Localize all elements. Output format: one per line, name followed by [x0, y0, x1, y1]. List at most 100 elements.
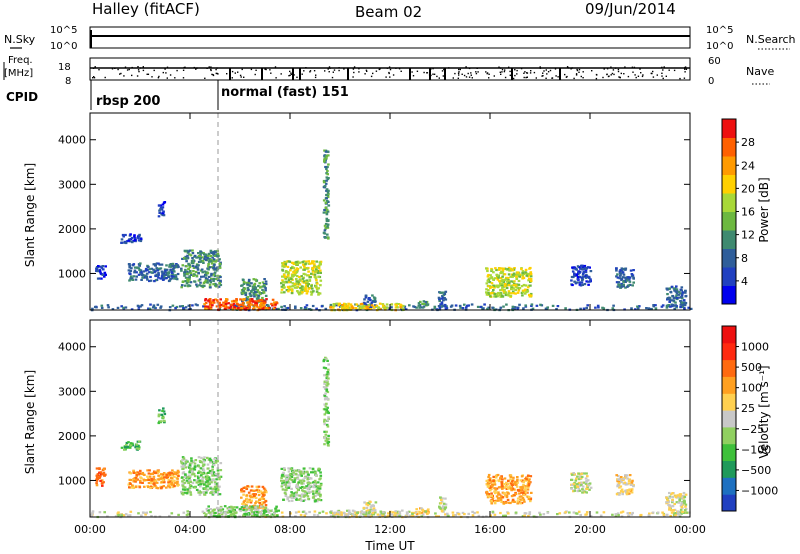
nave-dot: [182, 77, 185, 79]
nave-dot: [620, 72, 622, 75]
vel-cell: [199, 491, 203, 494]
power-cell: [209, 305, 212, 308]
vel-cell: [252, 489, 256, 492]
power-cell: [528, 277, 531, 280]
vel-cell: [139, 469, 142, 472]
power-cell: [515, 277, 519, 280]
power-cell: [171, 273, 175, 276]
nave-dot: [305, 67, 307, 69]
power-cell: [299, 307, 303, 310]
vel-cell: [193, 468, 197, 471]
date-title: 09/Jun/2014: [585, 0, 676, 18]
power-cell: [162, 210, 165, 213]
power-cell: [310, 285, 313, 288]
vel-cell: [516, 500, 520, 503]
power-cell: [152, 268, 155, 271]
power-cell: [283, 265, 286, 268]
vel-cell: [205, 491, 208, 494]
power-cell: [581, 267, 584, 270]
nave-dot: [633, 66, 636, 69]
vel-cell: [287, 486, 291, 489]
power-cell: [364, 302, 367, 305]
vel-cell: [189, 493, 193, 496]
power-cell: [675, 306, 678, 309]
vel-cell: [180, 462, 184, 465]
vel-cell: [325, 410, 328, 414]
vel-cell: [280, 474, 284, 477]
nave-dot: [392, 74, 395, 76]
nave-dot: [614, 67, 617, 69]
power-cell: [670, 299, 674, 302]
vel-cell: [311, 490, 315, 493]
vel-cell: [270, 513, 273, 516]
power-cell: [374, 300, 377, 303]
vel-cell: [299, 486, 302, 489]
cpid-segment-1: rbsp 200: [96, 94, 160, 109]
power-cell: [162, 214, 166, 217]
vel-cell: [558, 512, 562, 515]
power-cell: [370, 301, 374, 304]
vel-cell: [150, 477, 153, 480]
vel-cell: [485, 479, 489, 482]
power-cell: [154, 279, 158, 282]
vel-cell: [123, 446, 127, 449]
vel-cell: [217, 513, 221, 516]
power-cell: [555, 308, 558, 311]
power-cell: [214, 298, 217, 301]
nave-dot: [595, 77, 598, 80]
vel-cell: [198, 479, 202, 482]
power-cell: [107, 306, 110, 309]
vel-cell: [304, 490, 307, 493]
nave-dot: [327, 68, 329, 70]
power-cell: [261, 301, 265, 304]
power-cell: [263, 301, 266, 304]
vel-cell: [648, 512, 651, 515]
power-cell: [465, 306, 468, 309]
vel-cell: [373, 511, 377, 514]
power-cell: [573, 267, 577, 270]
vel-ytick-label: 1000: [58, 474, 86, 487]
vel-cell: [199, 485, 202, 488]
power-cell: [260, 305, 263, 308]
power-cell: [189, 272, 193, 275]
nave-dot: [358, 68, 360, 70]
vel-cell: [671, 496, 674, 499]
power-cell: [128, 279, 131, 282]
power-cell: [288, 288, 291, 291]
power-cell: [585, 280, 588, 283]
nave-dot: [613, 73, 615, 76]
power-cell: [170, 275, 173, 278]
power-cell: [395, 304, 398, 307]
power-cell: [647, 307, 651, 310]
vel-cell: [526, 491, 529, 494]
power-cell: [273, 301, 276, 304]
nave-dot: [388, 71, 390, 74]
power-cell: [500, 284, 504, 287]
power-cell: [505, 280, 509, 283]
vel-cell: [186, 476, 190, 479]
power-cell: [636, 305, 639, 308]
power-cell: [137, 239, 141, 242]
power-cell: [531, 307, 535, 310]
power-cell: [176, 272, 180, 276]
power-cell: [346, 306, 349, 310]
vel-cell: [174, 472, 177, 475]
power-cell: [180, 267, 183, 270]
vel-cell: [306, 487, 309, 490]
power-cell: [135, 266, 139, 269]
power-cell: [624, 267, 628, 270]
power-cell: [342, 302, 346, 305]
vel-cell: [290, 487, 293, 490]
nave-dot: [475, 71, 477, 73]
power-cell: [286, 260, 289, 263]
power-cell: [311, 267, 315, 270]
vel-cell: [152, 475, 156, 478]
nave-dot: [529, 72, 532, 74]
vel-cell: [427, 508, 430, 511]
power-cell: [485, 288, 488, 291]
vel-cell: [180, 460, 183, 463]
nave-dots: [92, 66, 688, 80]
power-cell: [678, 296, 681, 299]
power-cell: [355, 303, 359, 306]
vel-cell: [185, 460, 188, 463]
